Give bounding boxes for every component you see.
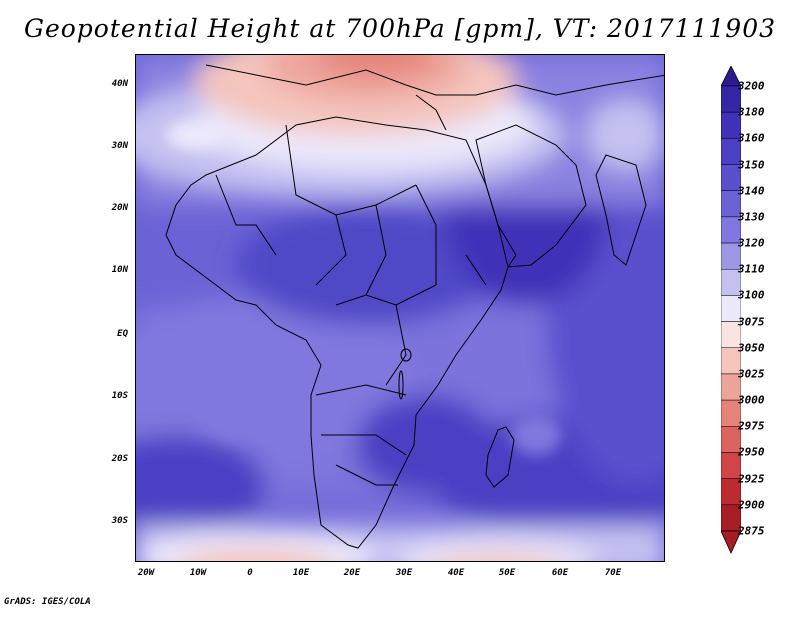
lat-label-10s: 10S: [111, 391, 128, 401]
colorbar-label: 3025: [738, 367, 765, 381]
colorbar-label: 3180: [738, 105, 765, 119]
colorbar-label: 3100: [738, 288, 765, 302]
colorbar-bottom-arrow: [721, 530, 741, 554]
lat-label-30s: 30S: [111, 516, 128, 526]
colorbar-label: 3075: [738, 315, 765, 329]
colorbar-label: 3000: [738, 393, 765, 407]
lon-label-30e: 30E: [395, 568, 413, 578]
lat-label-eq: EQ: [117, 329, 128, 339]
lon-label-50e: 50E: [498, 568, 516, 578]
lon-label-20w: 20W: [137, 568, 155, 578]
lon-label-10w: 10W: [189, 568, 207, 578]
grads-credit: GrADS: IGES/COLA: [4, 597, 91, 607]
lat-label-10n: 10N: [111, 265, 128, 275]
lon-label-70e: 70E: [604, 568, 622, 578]
lon-label-20e: 20E: [343, 568, 361, 578]
colorbar: [721, 66, 741, 554]
colorbar-label: 3200: [738, 79, 765, 93]
colorbar-label: 2975: [738, 419, 765, 433]
colorbar-label: 3110: [738, 262, 765, 276]
chart-title: Geopotential Height at 700hPa [gpm], VT:…: [23, 14, 777, 43]
colorbar-label: 3130: [738, 210, 765, 224]
lon-label-60e: 60E: [551, 568, 569, 578]
lat-label-40n: 40N: [111, 79, 128, 89]
field-smooth: [136, 55, 664, 561]
colorbar-label: 2950: [738, 445, 765, 459]
colorbar-label: 3140: [738, 184, 765, 198]
lon-label-10e: 10E: [292, 568, 310, 578]
colorbar-label: 2925: [738, 472, 765, 486]
colorbar-label: 3120: [738, 236, 765, 250]
lat-label-20n: 20N: [111, 203, 128, 213]
lat-label-30n: 30N: [111, 141, 128, 151]
colorbar-label: 3150: [738, 158, 765, 172]
height-field-map: [136, 55, 664, 561]
colorbar-label: 3050: [738, 341, 765, 355]
lon-label-40e: 40E: [447, 568, 465, 578]
field-detail: [166, 120, 561, 455]
map-panel[interactable]: [135, 54, 665, 562]
colorbar-label: 3160: [738, 131, 765, 145]
lat-label-20s: 20S: [111, 454, 128, 464]
colorbar-label: 2900: [738, 498, 765, 512]
coastlines: [165, 64, 664, 549]
colorbar-label: 2875: [738, 524, 765, 538]
lon-label-0: 0: [247, 568, 253, 578]
